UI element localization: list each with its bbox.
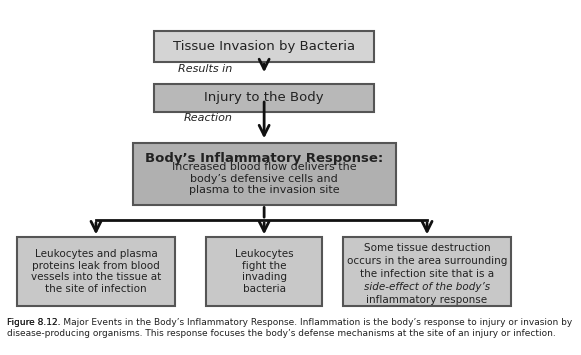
- FancyBboxPatch shape: [154, 84, 375, 111]
- Text: Reaction: Reaction: [184, 114, 232, 124]
- Text: occurs in the area surrounding: occurs in the area surrounding: [347, 256, 507, 266]
- FancyBboxPatch shape: [206, 237, 322, 306]
- Text: Some tissue destruction: Some tissue destruction: [364, 242, 490, 253]
- Text: Increased blood flow delivers the
body’s defensive cells and
plasma to the invas: Increased blood flow delivers the body’s…: [172, 162, 357, 195]
- Text: side-effect of the body’s: side-effect of the body’s: [364, 282, 490, 291]
- FancyBboxPatch shape: [17, 237, 175, 306]
- FancyBboxPatch shape: [154, 31, 375, 62]
- Text: Leukocytes and plasma
proteins leak from blood
vessels into the tissue at
the si: Leukocytes and plasma proteins leak from…: [31, 249, 161, 294]
- Text: Figure 8.12. Major Events in the Body’s Inflammatory Response. Inflammation is t: Figure 8.12. Major Events in the Body’s …: [6, 318, 572, 338]
- Text: the infection site that is a: the infection site that is a: [360, 269, 494, 279]
- Text: inflammatory response: inflammatory response: [367, 295, 487, 305]
- Text: Results in: Results in: [178, 64, 232, 73]
- FancyBboxPatch shape: [133, 143, 396, 204]
- Text: Leukocytes
fight the
invading
bacteria: Leukocytes fight the invading bacteria: [235, 249, 293, 294]
- Text: Tissue Invasion by Bacteria: Tissue Invasion by Bacteria: [173, 40, 355, 53]
- FancyBboxPatch shape: [343, 237, 511, 306]
- Text: Figure 8.12.: Figure 8.12.: [6, 318, 63, 327]
- Text: Injury to the Body: Injury to the Body: [205, 91, 324, 104]
- Text: Body’s Inflammatory Response:: Body’s Inflammatory Response:: [145, 152, 383, 164]
